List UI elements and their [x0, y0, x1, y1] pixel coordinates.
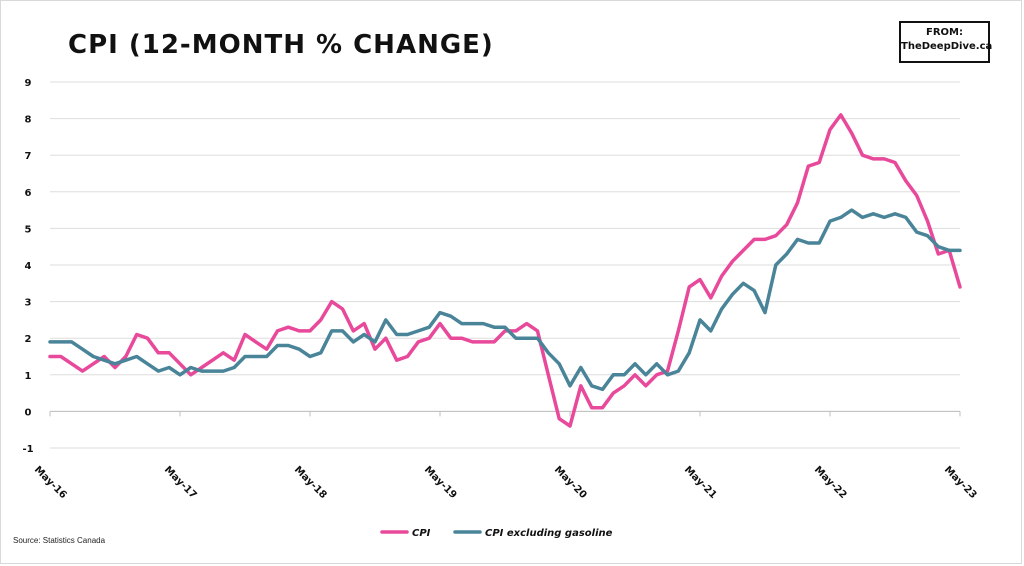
x-tick-label: May-23 — [942, 464, 979, 501]
y-tick-label: 4 — [25, 261, 32, 272]
source-note: Source: Statistics Canada — [13, 536, 106, 545]
badge-from-label: FROM: — [926, 27, 963, 38]
x-tick-label: May-18 — [292, 464, 329, 501]
y-tick-label: -1 — [22, 444, 33, 455]
x-tick-label: May-19 — [422, 464, 459, 501]
y-tick-label: 5 — [25, 224, 32, 235]
y-tick-label: 1 — [25, 371, 32, 382]
x-tick-label: May-20 — [552, 464, 589, 501]
x-tick-label: May-21 — [682, 464, 719, 501]
x-tick-label: May-17 — [162, 464, 199, 501]
series-line-cpi-ex-gasoline — [48, 208, 962, 392]
x-tick-label: May-16 — [32, 464, 69, 501]
y-tick-label: 7 — [25, 151, 32, 162]
y-tick-label: 2 — [25, 334, 32, 345]
y-tick-label: 9 — [25, 78, 32, 89]
series-line-cpi — [48, 113, 962, 428]
y-tick-label: 6 — [25, 188, 32, 199]
badge-site-label: TheDeepDive.ca — [901, 41, 993, 52]
y-tick-label: 8 — [25, 115, 32, 126]
y-tick-label: 0 — [25, 407, 32, 418]
chart-title: CPI (12-MONTH % CHANGE) — [68, 30, 494, 60]
legend-item-cpi-label: CPI — [412, 528, 431, 539]
legend-item-cpi-ex-gasoline-label: CPI excluding gasoline — [485, 528, 613, 539]
x-tick-label: May-22 — [812, 464, 849, 501]
y-tick-label: 3 — [25, 298, 32, 309]
source-badge: FROM: TheDeepDive.ca — [899, 21, 993, 63]
